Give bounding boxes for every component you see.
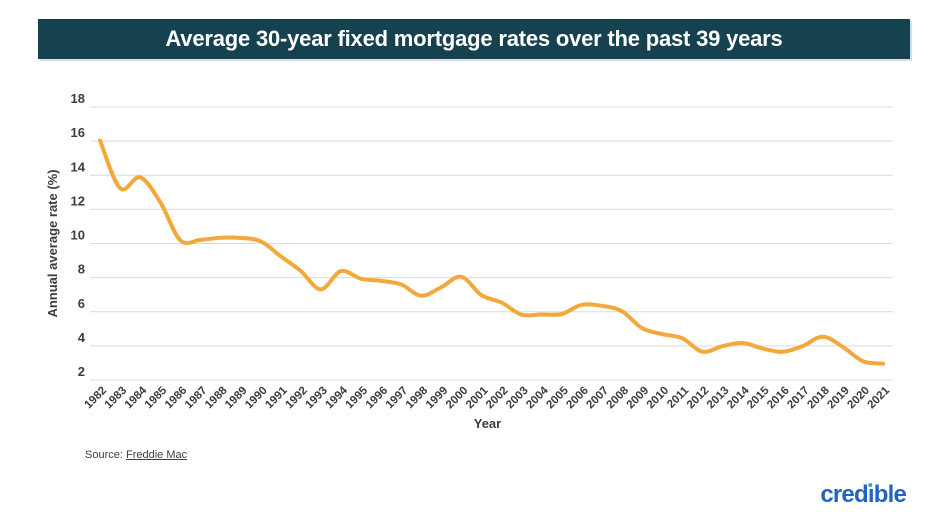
x-tick-label: 1994	[323, 384, 350, 411]
x-tick-label: 2002	[484, 385, 511, 412]
x-tick-label: 1999	[424, 385, 451, 412]
x-tick-label: 2007	[584, 385, 611, 412]
source-prefix: Source:	[85, 449, 126, 461]
y-tick-label: 4	[78, 330, 86, 345]
x-tick-label: 2009	[625, 385, 652, 412]
x-tick-label: 1983	[103, 385, 130, 412]
y-tick-label: 10	[71, 228, 85, 243]
x-tick-label: 2018	[805, 384, 832, 411]
x-tick-label: 1986	[163, 385, 190, 412]
x-tick-label: 1990	[243, 385, 270, 412]
x-tick-label: 1988	[203, 384, 230, 411]
x-tick-label: 2013	[705, 385, 732, 412]
credible-logo: credı ble	[820, 481, 906, 509]
y-tick-label: 2	[78, 364, 85, 379]
source-note: Source: Freddie Mac	[85, 449, 187, 461]
logo-dotless-i: ı	[867, 481, 875, 508]
x-tick-label: 2008	[605, 384, 632, 411]
x-tick-label: 1982	[83, 385, 110, 412]
x-tick-label: 1984	[123, 384, 150, 411]
x-tick-label: 2004	[524, 384, 551, 411]
x-tick-label: 2006	[564, 385, 591, 412]
x-tick-label: 1995	[344, 384, 371, 411]
x-tick-label: 2000	[444, 385, 471, 412]
x-tick-label: 2017	[785, 385, 812, 412]
x-tick-label: 1998	[404, 384, 431, 411]
logo-text-ble: ble	[873, 481, 907, 508]
x-axis-title: Year	[474, 416, 501, 431]
x-tick-label: 2021	[866, 384, 893, 411]
x-tick-label: 1985	[143, 384, 170, 411]
y-tick-label: 6	[78, 296, 85, 311]
x-tick-label: 2003	[504, 385, 531, 412]
x-tick-label: 2012	[685, 385, 712, 412]
y-tick-label: 12	[71, 193, 85, 208]
source-link[interactable]: Freddie Mac	[125, 449, 188, 461]
y-tick-label: 14	[71, 159, 86, 174]
y-tick-label: 16	[71, 125, 85, 140]
logo-i-dot-icon	[868, 482, 873, 487]
x-tick-label: 2010	[645, 385, 672, 412]
chart-title-banner: Average 30-year fixed mortgage rates ove…	[38, 19, 910, 59]
x-tick-label: 2020	[845, 385, 872, 412]
y-tick-label: 8	[78, 262, 85, 277]
x-tick-label: 1987	[183, 385, 210, 412]
chart-svg: 2468101214161819821983198419851986198719…	[45, 91, 893, 431]
x-tick-label: 1993	[303, 385, 330, 412]
logo-text-cred: cred	[820, 481, 868, 508]
x-tick-label: 2016	[765, 385, 792, 412]
x-tick-label: 2015	[745, 384, 772, 411]
y-axis-title: Annual average rate (%)	[45, 169, 60, 317]
x-tick-label: 1989	[223, 385, 250, 412]
y-tick-label: 18	[71, 91, 85, 106]
chart-title: Average 30-year fixed mortgage rates ove…	[165, 26, 783, 51]
x-tick-label: 2014	[725, 384, 752, 411]
mortgage-rate-line	[98, 138, 885, 366]
x-tick-label: 2019	[825, 385, 852, 412]
x-tick-label: 1991	[263, 384, 290, 411]
x-tick-label: 2005	[544, 384, 571, 411]
x-tick-label: 1997	[384, 385, 411, 412]
x-tick-label: 1992	[283, 385, 310, 412]
x-tick-label: 2001	[464, 384, 491, 411]
x-tick-label: 1996	[364, 385, 391, 412]
logo-letter-i: ı	[867, 481, 875, 509]
